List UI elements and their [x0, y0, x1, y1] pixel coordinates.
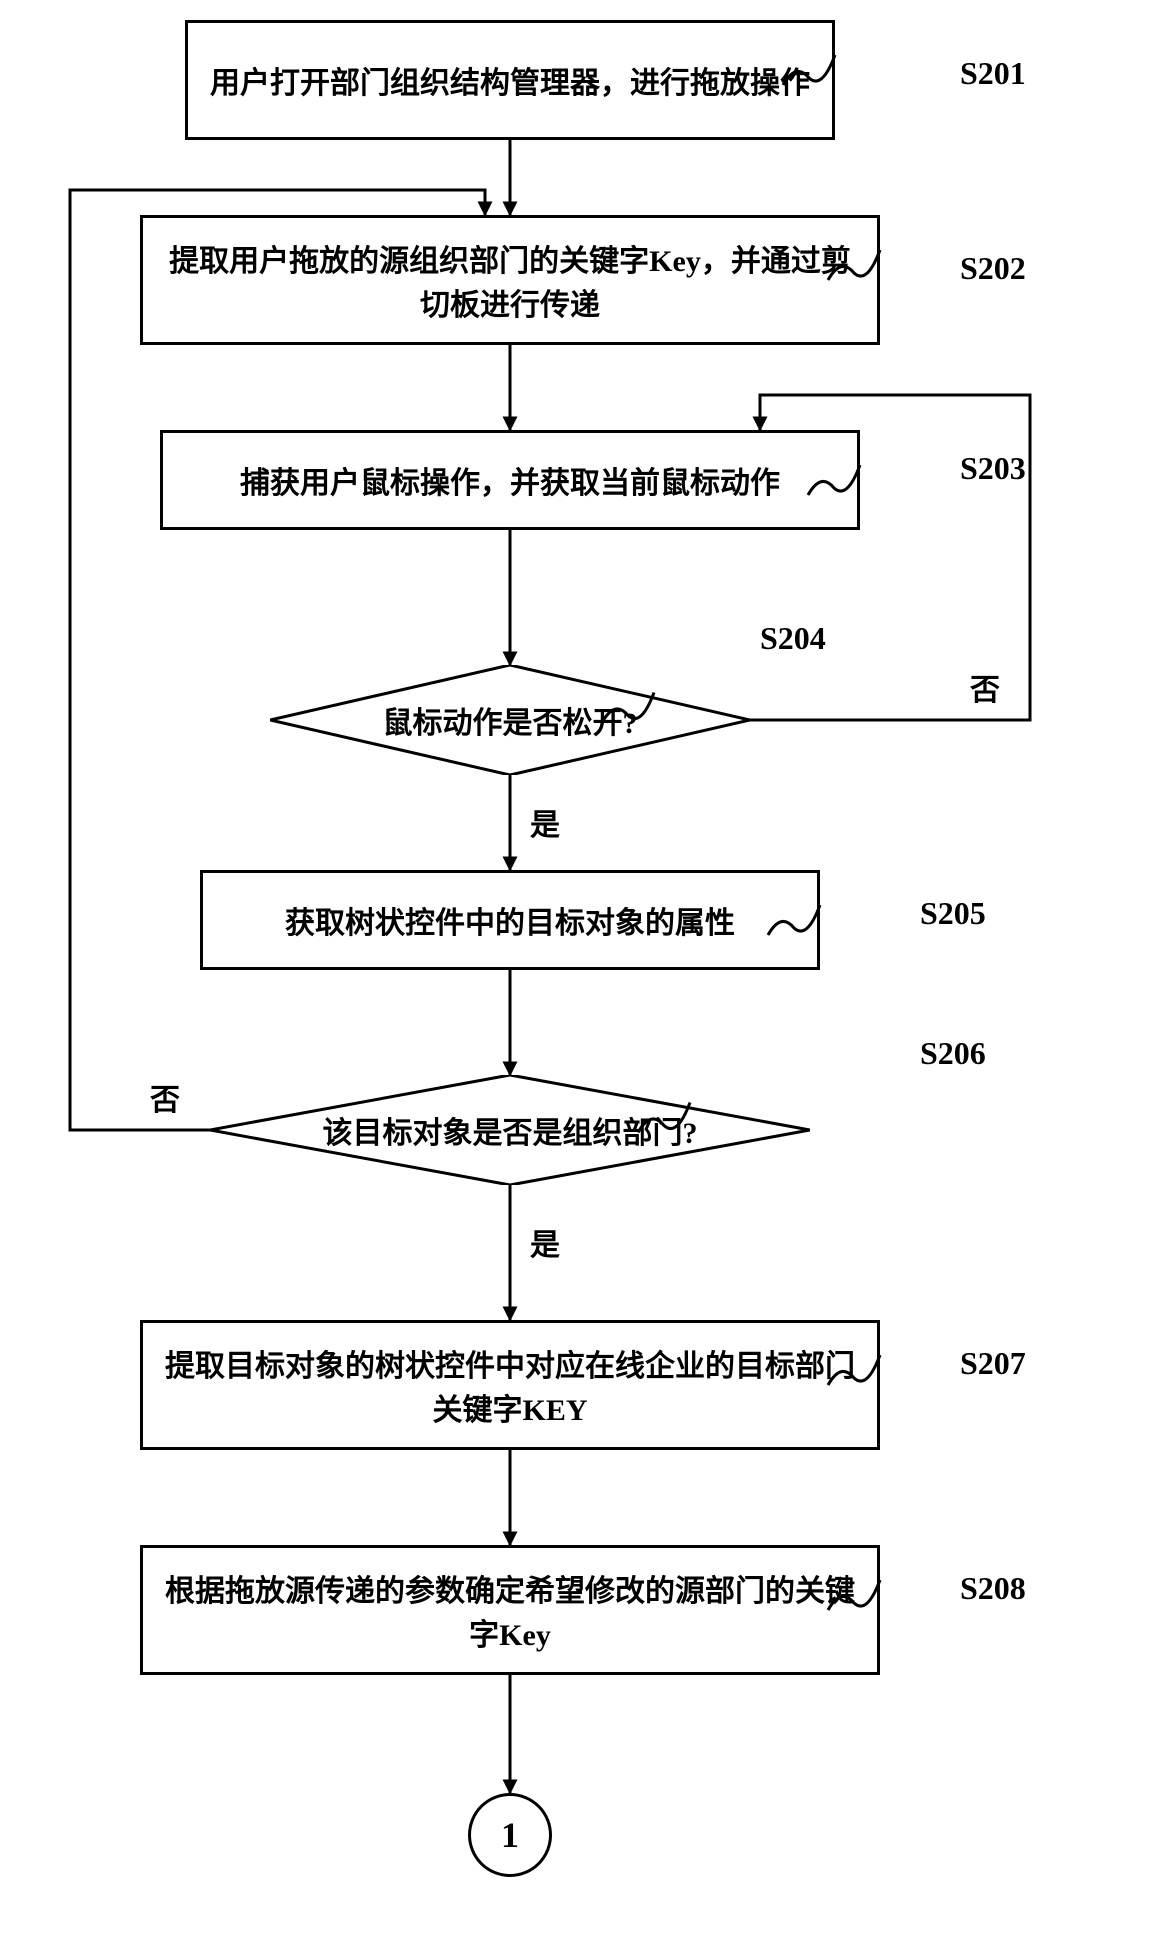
step-label: S202 [960, 250, 1026, 287]
step-label: S201 [960, 55, 1026, 92]
step-label: S206 [920, 1035, 986, 1072]
step-label: S203 [960, 450, 1026, 487]
edge-label: 是 [530, 800, 560, 844]
decision-label: 该目标对象是否是组织部门? [210, 1075, 810, 1185]
flowchart-connector: 1 [468, 1793, 552, 1877]
flowchart-step-s201: 用户打开部门组织结构管理器，进行拖放操作 [185, 20, 835, 140]
flowchart-step-s205: 获取树状控件中的目标对象的属性 [200, 870, 820, 970]
flowchart-step-s208: 根据拖放源传递的参数确定希望修改的源部门的关键字Key [140, 1545, 880, 1675]
edge-label: 否 [150, 1075, 180, 1119]
edge-label: 否 [970, 665, 1000, 709]
flowchart-step-s207: 提取目标对象的树状控件中对应在线企业的目标部门关键字KEY [140, 1320, 880, 1450]
decision-label: 鼠标动作是否松开? [270, 665, 750, 775]
step-label: S207 [960, 1345, 1026, 1382]
flowchart-step-s203: 捕获用户鼠标操作，并获取当前鼠标动作 [160, 430, 860, 530]
step-label: S208 [960, 1570, 1026, 1607]
step-label: S205 [920, 895, 986, 932]
flowchart-canvas: 是否是否用户打开部门组织结构管理器，进行拖放操作S201提取用户拖放的源组织部门… [0, 0, 1176, 1935]
flowchart-step-s202: 提取用户拖放的源组织部门的关键字Key，并通过剪切板进行传递 [140, 215, 880, 345]
flowchart-decision-s206: 该目标对象是否是组织部门? [210, 1075, 810, 1185]
edge-label: 是 [530, 1220, 560, 1264]
step-label: S204 [760, 620, 826, 657]
flowchart-decision-s204: 鼠标动作是否松开? [270, 665, 750, 775]
